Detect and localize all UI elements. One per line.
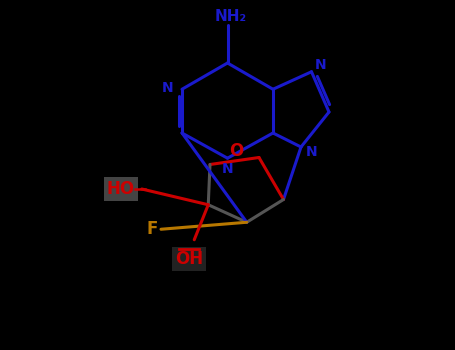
Text: N: N [162,80,173,94]
Text: NH₂: NH₂ [215,9,247,24]
Text: OH: OH [175,250,203,268]
Text: O: O [229,142,243,160]
Text: N: N [222,162,233,176]
Text: N: N [314,58,326,72]
Text: N: N [306,145,317,159]
Text: F: F [147,220,158,238]
Text: HO: HO [106,180,135,198]
